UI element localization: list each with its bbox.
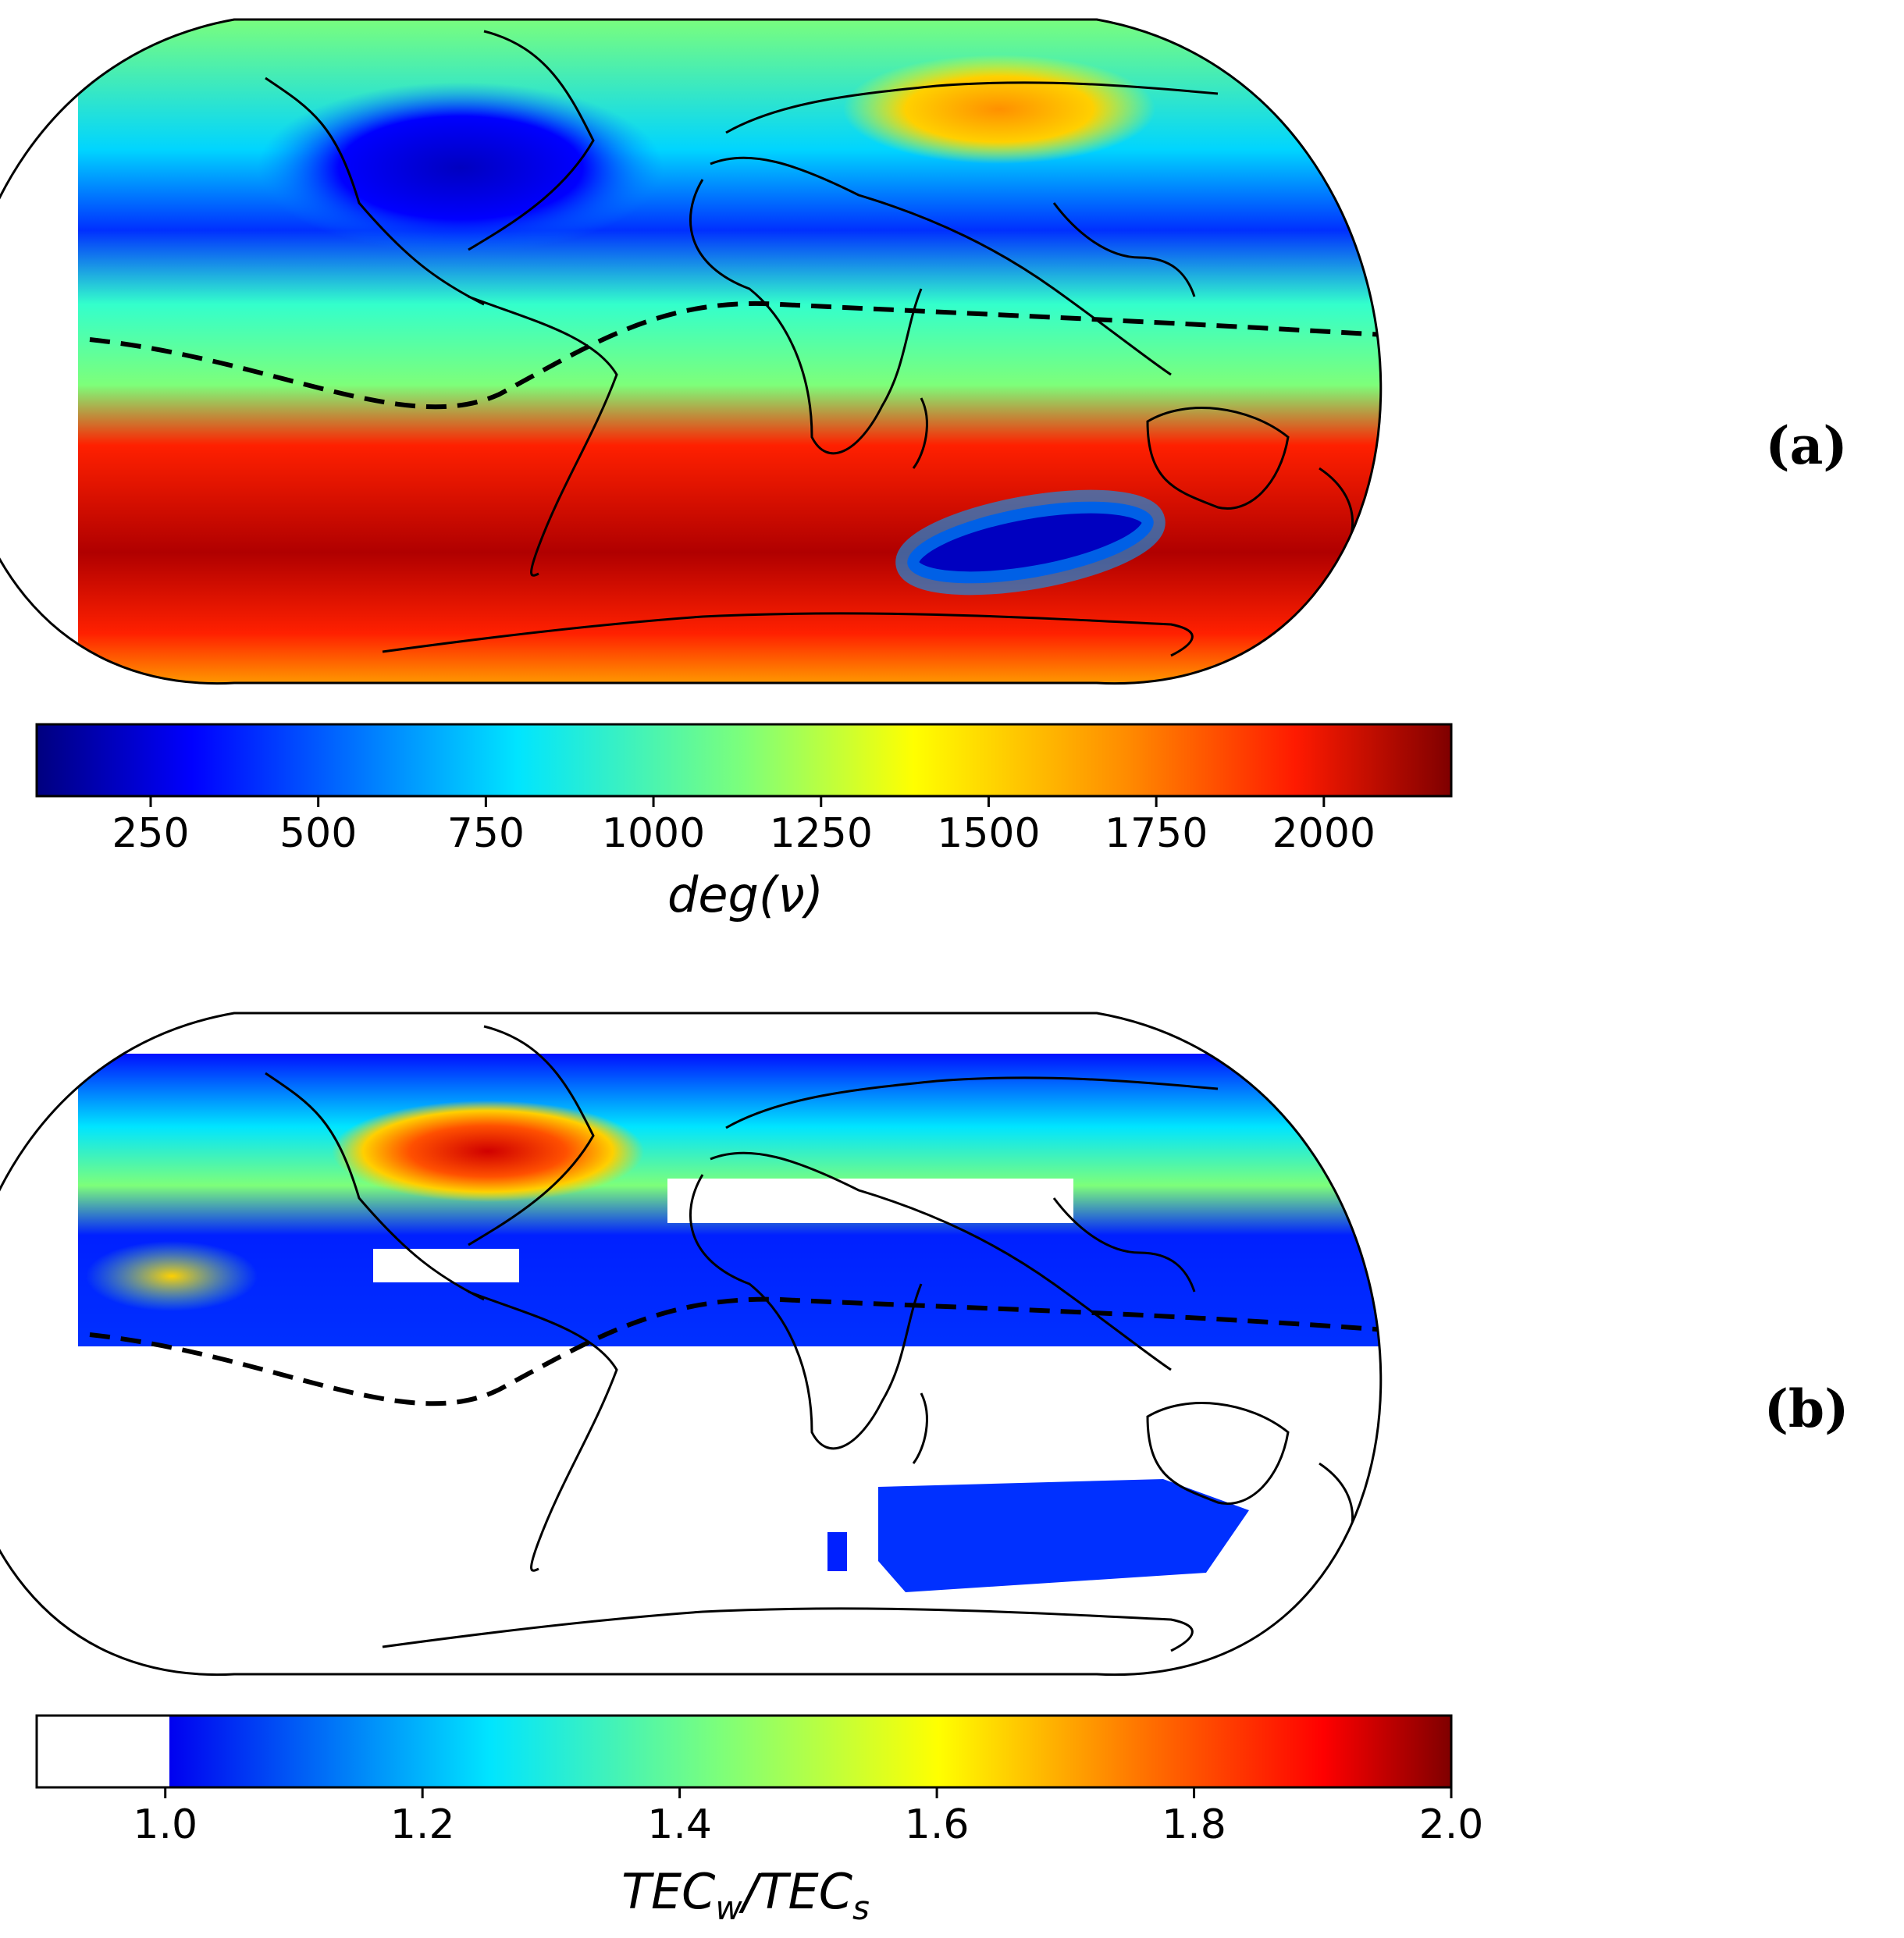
panel-a-magnetic-equator — [89, 301, 1381, 410]
panel-a-map — [0, 18, 1383, 685]
panel-b-colorbar-gradient — [169, 1716, 1451, 1787]
panel-a-coastlines — [265, 30, 1354, 657]
panel-a-colorbar-gradient — [35, 723, 1453, 798]
panel-a-colorbar-tick-label-6: 1750 — [1105, 810, 1208, 857]
panel-b-colorbar-ticks: 1.0 1.2 1.4 1.6 1.8 2.0 — [133, 1787, 1483, 1848]
panel-a-colorbar-tick-label-7: 2000 — [1272, 810, 1376, 857]
panel-a-colorbar-tick-label-3: 1000 — [602, 810, 705, 857]
panel-a-colorbar-tick-label-4: 1250 — [770, 810, 873, 857]
panel-a-colorbar-tick-label-5: 1500 — [937, 810, 1040, 857]
panel-b-colorbar-tick-label-4: 1.8 — [1162, 1801, 1226, 1848]
panel-a-colorbar-tick-label-1: 500 — [279, 810, 357, 857]
panel-a-colorbar-tick-label-0: 250 — [112, 810, 189, 857]
panel-b-warm-region-pacific — [86, 1241, 258, 1311]
panel-b-colorbar: 1.0 1.2 1.4 1.6 1.8 2.0 TECw/TECs — [35, 1714, 1483, 1927]
panel-b-colorbar-tick-label-1: 1.2 — [390, 1801, 455, 1848]
panel-b-masked-region-africa-asia — [667, 1179, 1073, 1223]
panel-a-warm-region-asia — [843, 55, 1155, 164]
panel-a-cold-region-north-america — [258, 82, 664, 254]
panel-a-map-outline — [0, 18, 1383, 685]
panel-b-small-region — [827, 1532, 847, 1571]
panel-b-label: (b) — [1764, 1378, 1849, 1439]
panel-b-colorbar-tick-label-0: 1.0 — [133, 1801, 198, 1848]
panel-a-label: (a) — [1765, 415, 1847, 476]
panel-b-colorbar-tick-label-5: 2.0 — [1419, 1801, 1484, 1848]
panel-a-field — [78, 20, 1381, 684]
panel-b-south-indian-ocean-region — [878, 1479, 1249, 1592]
panel-b-hot-region-north-america — [332, 1101, 644, 1202]
panel-b-colorbar-label: TECw/TECs — [621, 1863, 870, 1927]
panel-b-colorbar-tick-label-3: 1.6 — [905, 1801, 970, 1848]
panel-a-colorbar: 250 500 750 1000 1250 1500 1750 2000 deg(ν) — [35, 723, 1453, 923]
panel-b-colorbar-tick-label-2: 1.4 — [647, 1801, 712, 1848]
panel-a-colorbar-ticks: 250 500 750 1000 1250 1500 1750 2000 — [112, 796, 1376, 857]
panel-a-colorbar-tick-label-2: 750 — [447, 810, 525, 857]
panel-b-colorbar-under-extension — [37, 1716, 169, 1787]
panel-b-colorbar-frame — [35, 1714, 1453, 1789]
panel-a-colorbar-label: deg(ν) — [667, 866, 824, 923]
panel-b-map — [0, 1012, 1383, 1676]
panel-b-map-outline — [0, 1012, 1383, 1676]
panel-b-magnetic-equator — [89, 1296, 1381, 1406]
panel-a-cold-region-south-indian-ocean — [895, 489, 1166, 596]
